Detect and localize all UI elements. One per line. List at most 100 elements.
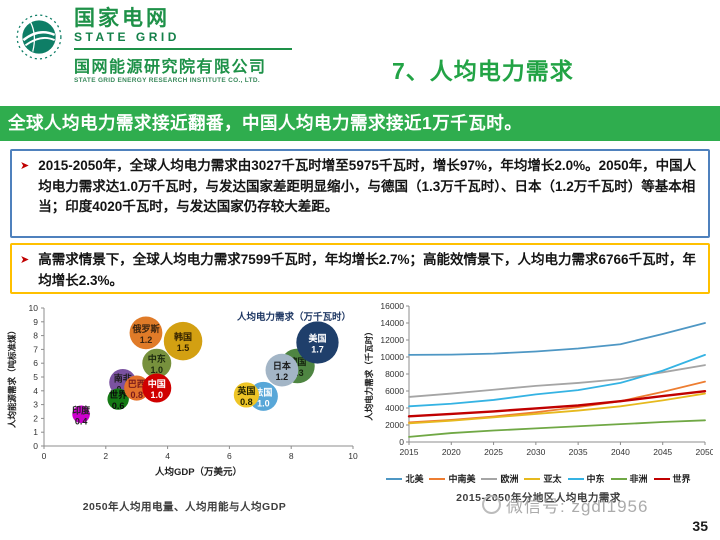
svg-text:2015: 2015	[400, 447, 419, 457]
svg-text:2045: 2045	[653, 447, 672, 457]
svg-text:1.5: 1.5	[177, 343, 190, 353]
svg-text:4: 4	[33, 386, 38, 396]
legend-item-北美: 北美	[386, 472, 423, 485]
svg-text:中国: 中国	[148, 378, 166, 389]
svg-text:0: 0	[42, 451, 47, 461]
svg-text:12000: 12000	[380, 335, 404, 345]
watermark-text: 微信号: zgdl1956	[506, 497, 649, 516]
svg-text:16000: 16000	[380, 301, 404, 311]
legend-label: 欧洲	[500, 474, 519, 484]
institute-name-en: STATE GRID ENERGY RESEARCH INSTITUTE CO.…	[74, 77, 260, 85]
state-grid-logo: 国家电网 STATE GRID 国网能源研究院有限公司 STATE GRID E…	[14, 7, 292, 85]
legend-swatch	[653, 477, 670, 480]
institute-name-cn: 国网能源研究院有限公司	[74, 59, 267, 77]
svg-text:2050: 2050	[696, 447, 713, 457]
svg-text:2025: 2025	[484, 447, 503, 457]
svg-text:1.0: 1.0	[151, 365, 164, 375]
legend-swatch	[524, 477, 541, 480]
svg-text:人均能源需求（吨标准煤）: 人均能源需求（吨标准煤）	[7, 326, 17, 428]
page-title: 7、人均电力需求	[392, 58, 574, 84]
svg-text:2: 2	[103, 451, 108, 461]
bubble-chart: 0 1 2 3 4 5 6 7 8 9 10 0 2 4 6 8 10 人均GDP（万美元） 人均能源需求（吨标准煤…	[7, 303, 358, 478]
svg-text:巴西: 巴西	[128, 379, 146, 389]
charts-row: 0 1 2 3 4 5 6 7 8 9 10 0 2 4 6 8 10 人均GDP（万美元） 人均能源需求（吨标准煤…	[0, 298, 720, 514]
svg-text:7: 7	[33, 344, 38, 354]
svg-text:1.2: 1.2	[276, 372, 289, 382]
svg-text:南非: 南非	[114, 373, 132, 384]
svg-text:2035: 2035	[569, 447, 588, 457]
headline-banner: 全球人均电力需求接近翻番，中国人均电力需求接近1万千瓦时。	[0, 106, 720, 141]
svg-text:俄罗斯: 俄罗斯	[131, 323, 159, 334]
svg-text:2000: 2000	[385, 420, 404, 430]
svg-text:2020: 2020	[442, 447, 461, 457]
svg-text:1.7: 1.7	[311, 345, 324, 355]
legend-swatch	[567, 477, 584, 480]
key-point-text-2: 高需求情景下，全球人均电力需求7599千瓦时，年均增长2.7%；高能效情景下，人…	[38, 252, 697, 288]
svg-text:0.6: 0.6	[112, 401, 125, 411]
wechat-logo-icon	[482, 495, 501, 514]
svg-text:0: 0	[33, 441, 38, 451]
svg-text:0: 0	[399, 437, 404, 447]
key-point-box-1: ➤ 2015-2050年，全球人均电力需求由3027千瓦时增至5975千瓦时，增…	[10, 149, 710, 238]
svg-text:10000: 10000	[380, 352, 404, 362]
legend-swatch	[610, 477, 627, 480]
svg-text:印度: 印度	[72, 404, 91, 415]
legend-item-非洲: 非洲	[610, 472, 648, 485]
legend-item-欧洲: 欧洲	[481, 472, 518, 485]
svg-text:8: 8	[289, 451, 294, 461]
svg-text:8000: 8000	[385, 369, 404, 379]
svg-text:英国: 英国	[236, 385, 255, 396]
svg-text:2040: 2040	[611, 447, 630, 457]
svg-text:中东: 中东	[148, 353, 166, 364]
legend-label: 非洲	[629, 474, 648, 484]
svg-text:世界: 世界	[109, 389, 127, 400]
line-chart: 0 2000 4000 6000 8000 10000 12000 14000 16000 201…	[364, 301, 715, 457]
svg-text:5: 5	[33, 372, 38, 382]
legend-item-亚太: 亚太	[524, 472, 562, 485]
brand-name-en: STATE GRID	[74, 30, 180, 45]
legend-swatch	[386, 477, 403, 480]
header: 国家电网 STATE GRID 国网能源研究院有限公司 STATE GRID E…	[0, 0, 720, 105]
svg-text:1.0: 1.0	[151, 390, 164, 400]
svg-text:10: 10	[348, 451, 358, 461]
svg-text:0.4: 0.4	[75, 416, 88, 426]
state-grid-globe-icon	[16, 14, 62, 60]
arrow-bullet-icon: ➤	[20, 254, 30, 266]
key-point-text-1: 2015-2050年，全球人均电力需求由3027千瓦时增至5975千瓦时，增长9…	[38, 158, 697, 215]
legend-label: 亚太	[543, 474, 562, 484]
svg-text:1.0: 1.0	[257, 398, 270, 408]
legend-swatch	[481, 477, 498, 480]
svg-text:日本: 日本	[273, 360, 292, 371]
svg-text:德国: 德国	[288, 356, 306, 367]
svg-text:2: 2	[33, 413, 38, 423]
legend-swatch	[429, 477, 446, 480]
svg-text:2030: 2030	[526, 447, 545, 457]
legend-label: 中东	[586, 474, 605, 484]
key-point-box-2: ➤ 高需求情景下，全球人均电力需求7599千瓦时，年均增长2.7%；高能效情景下…	[10, 243, 710, 294]
svg-text:4: 4	[165, 451, 170, 461]
svg-text:9: 9	[33, 317, 38, 327]
svg-text:人均电力需求（千瓦时）: 人均电力需求（千瓦时）	[364, 327, 374, 421]
legend-item-中东: 中东	[567, 472, 605, 485]
wechat-watermark: 微信号: zgdl1956	[482, 492, 648, 517]
svg-text:0.8: 0.8	[240, 397, 253, 407]
legend-item-世界: 世界	[653, 472, 691, 485]
page-number: 35	[692, 518, 708, 534]
svg-text:10: 10	[29, 303, 39, 313]
brand-name-cn: 国家电网	[74, 7, 170, 30]
arrow-bullet-icon: ➤	[20, 160, 30, 172]
svg-text:韩国: 韩国	[174, 331, 192, 342]
legend-item-中南美: 中南美	[429, 472, 475, 485]
svg-text:6: 6	[227, 451, 232, 461]
legend-label: 中南美	[448, 474, 476, 484]
svg-text:美国: 美国	[308, 333, 326, 344]
svg-text:4000: 4000	[385, 403, 404, 413]
svg-text:3: 3	[33, 400, 38, 410]
legend-label: 世界	[672, 474, 691, 484]
svg-text:法国: 法国	[254, 386, 272, 397]
logo-divider	[74, 48, 292, 51]
svg-text:8: 8	[33, 331, 38, 341]
legend-label: 北美	[405, 474, 424, 484]
bubble-chart-panel: 0 1 2 3 4 5 6 7 8 9 10 0 2 4 6 8 10 人均GDP（万美元） 人均能源需求（吨标准煤…	[0, 298, 363, 514]
